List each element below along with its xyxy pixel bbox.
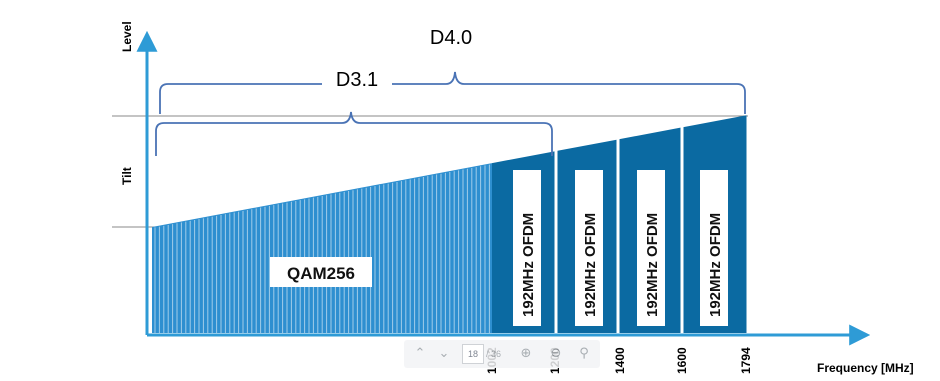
ofdm-label: 192MHz OFDM [707, 213, 724, 317]
ofdm-label-box [513, 170, 541, 326]
x-axis-label: Frequency [MHz] [817, 361, 914, 375]
chevron-down-icon[interactable]: ⌄ [438, 346, 450, 361]
d40-brace [159, 71, 746, 114]
d31-label: D3.1 [336, 69, 378, 91]
x-tick-label: 1400 [613, 347, 627, 374]
qam256-label-box [270, 257, 372, 287]
ofdm-label: 192MHz OFDM [644, 213, 661, 317]
tilt-label: Tilt [120, 167, 134, 185]
x-tick-label: 1794 [739, 347, 753, 374]
x-tick-label: 1600 [675, 347, 689, 374]
viewer-toolbar: ⌃ ⌄ 18 / 36 ⊕ ⊖ ⚲ [404, 340, 600, 368]
zoom-in-icon[interactable]: ⊕ [520, 346, 532, 361]
search-icon[interactable]: ⚲ [579, 346, 589, 361]
y-axis-label: Level [120, 21, 134, 52]
ofdm-label: 192MHz OFDM [582, 213, 599, 317]
page-total: / 36 [486, 349, 502, 359]
ofdm-labels: 192MHz OFDM 192MHz OFDM 192MHz OFDM 192MHz … [513, 170, 728, 326]
qam256-region [152, 163, 492, 333]
ofdm-label-box [637, 170, 665, 326]
zoom-out-icon[interactable]: ⊖ [550, 346, 562, 361]
ofdm-label-box [575, 170, 603, 326]
chevron-up-icon[interactable]: ⌃ [414, 346, 426, 361]
ofdm-label-box [700, 170, 728, 326]
d40-label: D4.0 [430, 27, 472, 49]
qam256-label: QAM256 [287, 264, 355, 283]
d31-brace [155, 111, 553, 156]
ofdm-label: 192MHz OFDM [520, 213, 537, 317]
page-number-input[interactable]: 18 [462, 344, 484, 364]
